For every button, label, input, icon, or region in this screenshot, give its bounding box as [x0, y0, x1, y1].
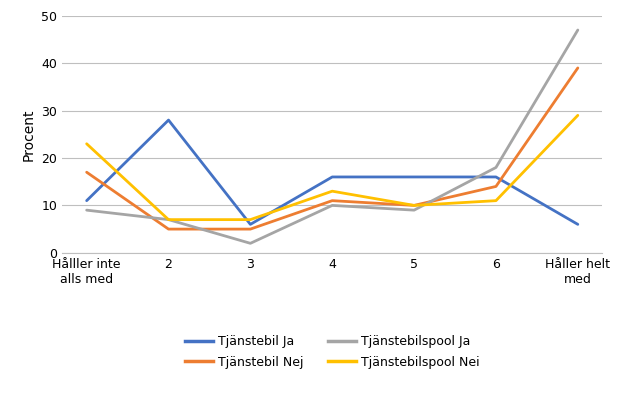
- Legend: Tjänstebil Ja, Tjänstebil Nej, Tjänstebilspool Ja, Tjänstebilspool Nei: Tjänstebil Ja, Tjänstebil Nej, Tjänstebi…: [180, 330, 484, 374]
- Tjänstebil Nej: [83, 170, 91, 175]
- Tjänstebil Ja: [410, 175, 418, 179]
- Tjänstebil Nej: [492, 184, 500, 189]
- Tjänstebil Ja: [574, 222, 581, 227]
- Tjänstebil Ja: [329, 175, 336, 179]
- Tjänstebil Ja: [165, 118, 172, 122]
- Tjänstebil Nej: [247, 227, 254, 231]
- Tjänstebilspool Nei: [329, 189, 336, 194]
- Y-axis label: Procent: Procent: [22, 108, 35, 160]
- Tjänstebil Nej: [410, 203, 418, 208]
- Tjänstebil Nej: [165, 227, 172, 231]
- Tjänstebilspool Nei: [83, 141, 91, 146]
- Tjänstebilspool Nei: [410, 203, 418, 208]
- Tjänstebilspool Ja: [410, 208, 418, 213]
- Tjänstebilspool Ja: [329, 203, 336, 208]
- Tjänstebil Ja: [492, 175, 500, 179]
- Tjänstebilspool Ja: [574, 28, 581, 32]
- Tjänstebilspool Ja: [247, 241, 254, 246]
- Line: Tjänstebilspool Nei: Tjänstebilspool Nei: [87, 115, 578, 220]
- Tjänstebil Ja: [247, 222, 254, 227]
- Tjänstebilspool Ja: [83, 208, 91, 213]
- Tjänstebilspool Nei: [492, 198, 500, 203]
- Tjänstebilspool Nei: [165, 217, 172, 222]
- Line: Tjänstebilspool Ja: Tjänstebilspool Ja: [87, 30, 578, 243]
- Line: Tjänstebil Nej: Tjänstebil Nej: [87, 68, 578, 229]
- Tjänstebilspool Nei: [247, 217, 254, 222]
- Tjänstebilspool Ja: [165, 217, 172, 222]
- Tjänstebilspool Ja: [492, 165, 500, 170]
- Line: Tjänstebil Ja: Tjänstebil Ja: [87, 120, 578, 224]
- Tjänstebilspool Nei: [574, 113, 581, 118]
- Tjänstebil Nej: [574, 66, 581, 70]
- Tjänstebil Ja: [83, 198, 91, 203]
- Tjänstebil Nej: [329, 198, 336, 203]
